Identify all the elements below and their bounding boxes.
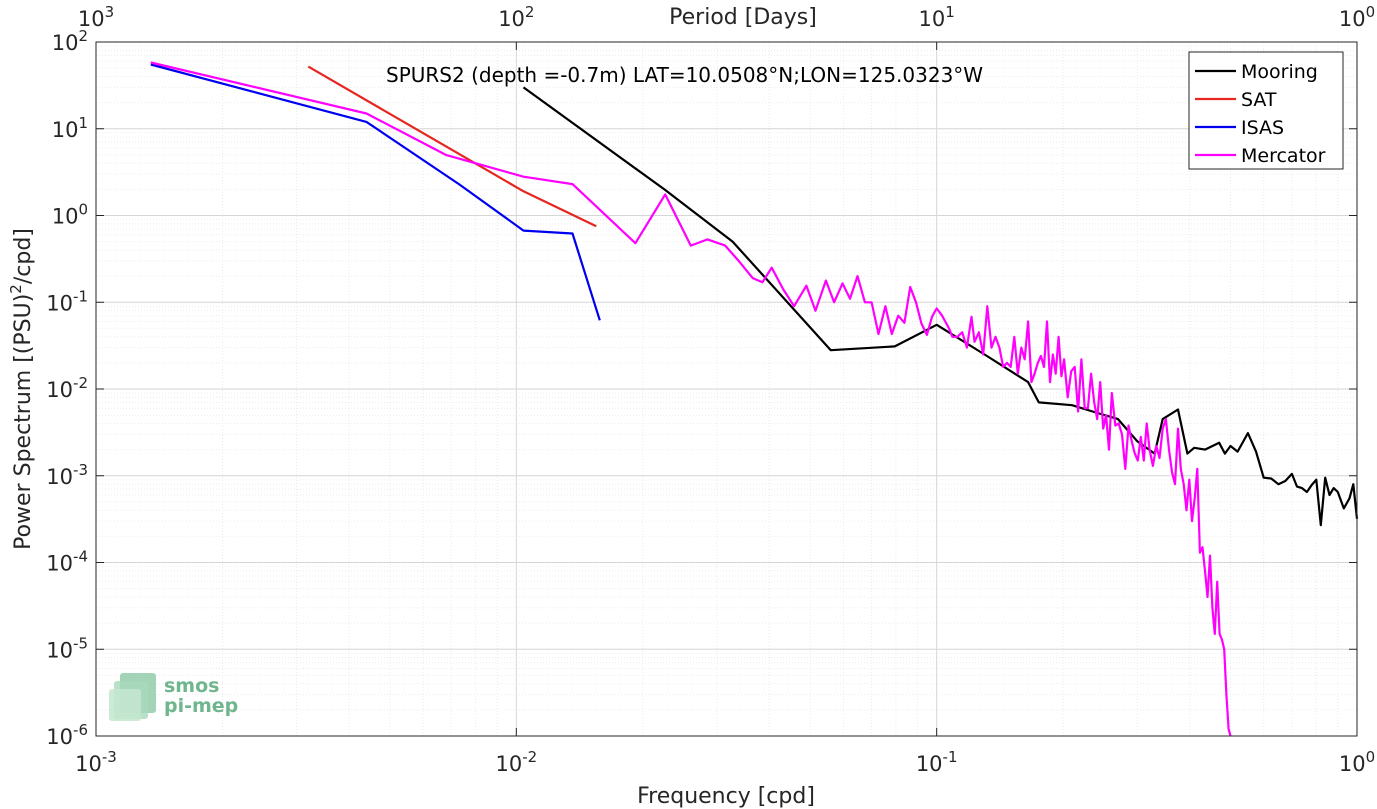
top-tick-label: 101 — [919, 3, 955, 31]
y-tick-label: 10-5 — [46, 634, 88, 662]
logo-mark-front — [109, 689, 141, 721]
x-tick-label: 100 — [1339, 748, 1375, 776]
chart-title: SPURS2 (depth =-0.7m) LAT=10.0508°N;LON=… — [386, 63, 983, 87]
legend-label-mercator: Mercator — [1241, 145, 1326, 167]
top-tick-label: 103 — [78, 3, 114, 31]
y-tick-label: 102 — [52, 27, 88, 55]
y-axis-title-part2: /cpd] — [11, 228, 36, 284]
logo-text-pi-mep: pi-mep — [164, 695, 238, 717]
legend: Mooring SAT ISAS Mercator — [1188, 51, 1344, 170]
x-tick-label: 10-3 — [75, 748, 117, 776]
y-tick-label: 100 — [52, 201, 88, 229]
x-tick-label: 10-2 — [495, 748, 537, 776]
legend-label-isas: ISAS — [1241, 117, 1284, 139]
y-tick-label: 10-6 — [46, 721, 88, 749]
y-axis-title: Power Spectrum [(PSU)2/cpd] — [7, 228, 36, 550]
legend-label-sat: SAT — [1241, 89, 1277, 111]
legend-label-mooring: Mooring — [1241, 61, 1318, 83]
y-tick-label: 101 — [52, 114, 88, 142]
series-line-isas — [150, 63, 601, 321]
top-axis-title: Period [Days] — [669, 5, 817, 30]
minor-grid — [96, 42, 1357, 736]
logo-text-smos: smos — [164, 675, 219, 697]
y-axis-title-sup: 2 — [7, 284, 25, 294]
top-tick-label: 102 — [498, 3, 534, 31]
y-tick-label: 10-2 — [46, 374, 88, 402]
y-tick-label: 10-3 — [46, 461, 88, 489]
series-layer — [150, 61, 1359, 737]
series-line-sat — [307, 65, 597, 228]
y-tick-label: 10-1 — [46, 287, 88, 315]
smos-pi-mep-logo: smos pi-mep — [109, 673, 238, 721]
x-axis-title: Frequency [cpd] — [637, 784, 815, 809]
y-axis-title-part1: Power Spectrum [(PSU) — [11, 294, 36, 550]
y-tick-label: 10-4 — [46, 548, 88, 576]
top-tick-label: 100 — [1339, 3, 1375, 31]
series-line-mercator — [150, 61, 1232, 737]
series-line-mooring — [522, 86, 1359, 527]
x-tick-label: 10-1 — [916, 748, 958, 776]
